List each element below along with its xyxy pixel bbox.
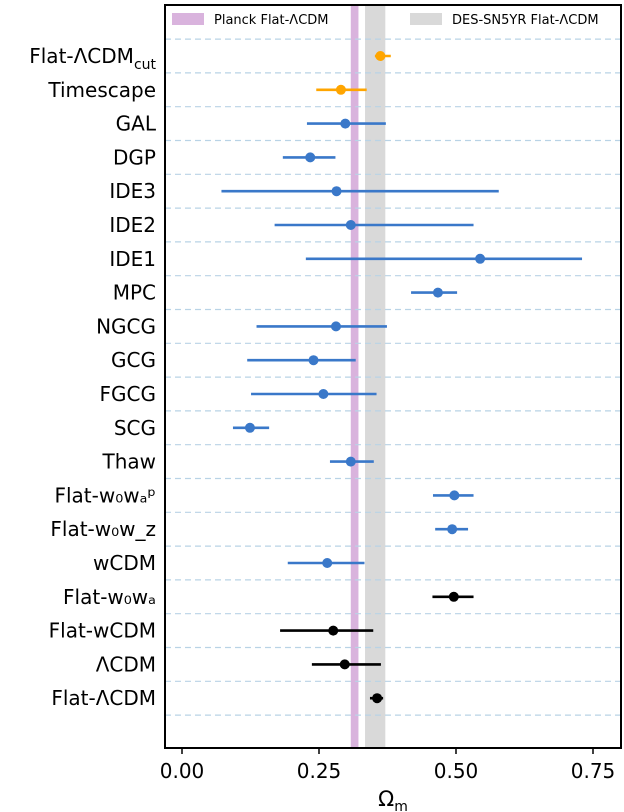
model-label: IDE2 xyxy=(109,213,156,237)
data-point xyxy=(331,186,342,197)
legend-swatch xyxy=(172,13,204,25)
x-tick-label: 0.50 xyxy=(434,759,479,783)
plot-frame xyxy=(164,4,622,749)
data-point xyxy=(448,591,459,602)
legend-label: Planck Flat-ΛCDM xyxy=(214,13,329,28)
data-point xyxy=(340,118,351,129)
model-label: Flat-ΛCDM xyxy=(51,686,156,710)
legend-swatch xyxy=(410,13,442,25)
model-label: Flat-w₀w_z xyxy=(50,517,156,541)
model-label: IDE3 xyxy=(109,179,156,203)
model-label: Flat-wCDM xyxy=(49,619,156,643)
model-label: FGCG xyxy=(100,382,156,406)
band-planck xyxy=(350,5,359,748)
data-point xyxy=(330,321,341,332)
x-tick-label: 0.75 xyxy=(571,759,616,783)
legend-label: DES-SN5YR Flat-ΛCDM xyxy=(452,13,599,28)
model-label: ΛCDM xyxy=(96,652,156,676)
x-axis: 0.00 0.25 0.50 0.75 Ωm xyxy=(160,748,616,812)
data-point xyxy=(328,625,339,636)
model-labels: Flat-ΛCDMcutTimescapeGALDGPIDE3IDE2IDE1M… xyxy=(29,44,157,710)
data-point xyxy=(449,490,460,501)
errorbars xyxy=(221,51,583,704)
legend: Planck Flat-ΛCDM DES-SN5YR Flat-ΛCDM xyxy=(172,13,599,28)
data-point xyxy=(475,253,486,264)
data-point xyxy=(335,84,346,95)
data-point xyxy=(432,287,443,298)
model-label: MPC xyxy=(113,281,156,305)
model-label: DGP xyxy=(113,145,156,169)
model-label: GAL xyxy=(116,112,157,136)
model-label: NGCG xyxy=(96,314,156,338)
data-point xyxy=(345,456,356,467)
model-label: IDE1 xyxy=(109,247,156,271)
data-point xyxy=(339,659,350,670)
data-point xyxy=(318,389,329,399)
model-label: wCDM xyxy=(93,551,156,575)
data-point xyxy=(244,422,255,433)
data-point xyxy=(372,693,383,704)
model-label: GCG xyxy=(111,348,156,372)
x-tick-label: 0.25 xyxy=(297,759,342,783)
data-point xyxy=(308,355,319,366)
data-point xyxy=(322,558,333,568)
model-label-subscript: cut xyxy=(134,57,157,73)
model-label: Flat-ΛCDMcut xyxy=(29,44,156,73)
data-point xyxy=(447,524,458,535)
data-point xyxy=(375,51,386,61)
model-label: Thaw xyxy=(101,450,156,474)
data-point xyxy=(305,152,316,163)
x-tick-label: 0.00 xyxy=(160,759,205,783)
model-label: Flat-w₀wₐᵖ xyxy=(54,483,156,507)
model-label: Timescape xyxy=(47,78,156,102)
data-point xyxy=(345,220,356,230)
x-axis-label: Ωm xyxy=(378,787,408,812)
model-label: SCG xyxy=(114,416,156,440)
model-label: Flat-w₀wₐ xyxy=(63,585,156,609)
x-axis-label-subscript: m xyxy=(394,799,408,812)
gridlines xyxy=(165,38,621,716)
